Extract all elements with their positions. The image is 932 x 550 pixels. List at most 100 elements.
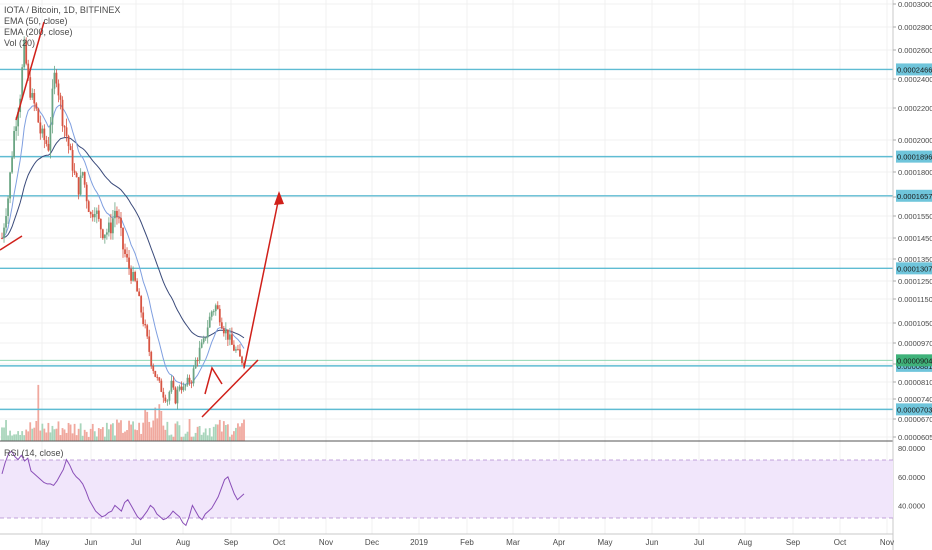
candle-body [114, 210, 116, 219]
candle-body [164, 397, 167, 402]
candle-body [65, 127, 68, 136]
volume-bar [17, 431, 20, 441]
candle-body [105, 232, 108, 235]
volume-bar [190, 436, 193, 441]
trend-line-low[interactable] [0, 235, 23, 251]
volume-bar [170, 434, 173, 441]
candle-body [93, 213, 96, 218]
volume-bar [51, 425, 54, 441]
projection-arrow[interactable] [243, 196, 280, 369]
volume-bar [105, 422, 108, 441]
rsi-band [0, 460, 893, 518]
volume-bar [85, 431, 88, 441]
volume-bar [241, 423, 243, 441]
candle-body [235, 349, 237, 351]
volume-bar [208, 428, 211, 441]
volume-bar [77, 428, 80, 441]
candle-body [156, 376, 159, 378]
candle-body [158, 377, 161, 381]
candle-body [231, 334, 233, 345]
volume-bar [218, 419, 221, 441]
volume-bar [47, 422, 50, 441]
volume-bar [172, 436, 175, 441]
candle-body [134, 272, 136, 281]
candle-body [47, 143, 50, 151]
rsi-line [1, 450, 245, 527]
ema-50-line [1, 104, 245, 385]
candle-body [154, 370, 157, 377]
volume-bar [148, 421, 151, 441]
price-axis[interactable]: 0.000300000 0.000280000 0.000260000 0.00024… [893, 0, 932, 442]
volume-bar [222, 421, 225, 441]
time-axis[interactable]: May Jun Jul Aug Sep Oct Nov Dec 2019 Feb Mar Apr May… [34, 538, 894, 547]
volume-bar [5, 420, 7, 441]
level-badge [896, 262, 932, 275]
time-axis-label: Jul [131, 538, 141, 547]
price-tick-label: 0.000300000 [898, 0, 932, 9]
candle-body [59, 95, 62, 100]
volume-bar [35, 420, 38, 441]
price-tick-label: 0.000145000 [898, 234, 932, 243]
candle-body [37, 108, 40, 123]
candle-body [43, 128, 46, 141]
price-candles [1, 36, 245, 410]
time-axis-label: Oct [273, 538, 286, 547]
horizontal-levels[interactable] [0, 68, 893, 411]
candle-body [5, 216, 7, 228]
candle-body [35, 103, 38, 109]
level-badge-text: 0.000088170 [897, 362, 932, 371]
volume-bar [71, 433, 74, 441]
volume-bar [75, 435, 78, 441]
volume-bar [212, 426, 215, 441]
volume-bar [186, 431, 189, 441]
candle-body [81, 172, 84, 176]
candle-body [182, 386, 185, 391]
time-axis-label: May [34, 538, 49, 547]
trend-arrows[interactable] [0, 21, 284, 418]
volume-bar [118, 422, 120, 441]
price-tick-label: 0.000280000 [898, 23, 932, 32]
time-axis-label: 2019 [410, 538, 428, 547]
candle-body [128, 257, 130, 269]
candle-body [172, 380, 175, 388]
candle-body [25, 40, 28, 64]
candle-body [224, 329, 227, 334]
volume-bar [150, 427, 153, 441]
candle-body [39, 122, 42, 134]
candle-body [17, 112, 20, 127]
candle-body [168, 391, 171, 401]
candle-body [192, 368, 195, 384]
volume-bar [53, 429, 56, 441]
volume-bar [138, 422, 141, 441]
volume-bar [112, 423, 114, 441]
price-tick-label: 0.000240000 [898, 75, 932, 84]
trend-line-up[interactable] [15, 21, 45, 121]
volume-bar [164, 429, 167, 441]
volume-bar [11, 435, 13, 441]
candle-body [71, 149, 74, 171]
volume-bar [130, 424, 132, 441]
time-axis-label: Aug [738, 538, 752, 547]
volume-bar [1, 427, 3, 441]
volume-bar [224, 425, 227, 441]
volume-bar [27, 431, 30, 441]
level-badge-text: 0.000165730 [897, 192, 932, 201]
volume-bar [226, 424, 229, 441]
candle-body [241, 356, 243, 364]
volume-bar [33, 427, 36, 441]
time-axis-label: May [597, 538, 612, 547]
rsi-label: RSI (14, close) [4, 448, 64, 458]
candle-body [190, 382, 193, 384]
candle-body [208, 316, 211, 328]
support-line[interactable] [201, 359, 259, 418]
rsi-axis: 80.0000 60.0000 40.0000 [898, 444, 925, 510]
price-tick-label: 0.000200000 [898, 136, 932, 145]
candle-body [112, 218, 114, 234]
candle-body [85, 184, 88, 202]
candle-body [237, 349, 239, 351]
pattern-zigzag[interactable] [204, 366, 223, 395]
volume-bar [214, 424, 217, 441]
price-tick-label: 0.000067000 [898, 415, 932, 424]
volume-bar [204, 428, 207, 441]
